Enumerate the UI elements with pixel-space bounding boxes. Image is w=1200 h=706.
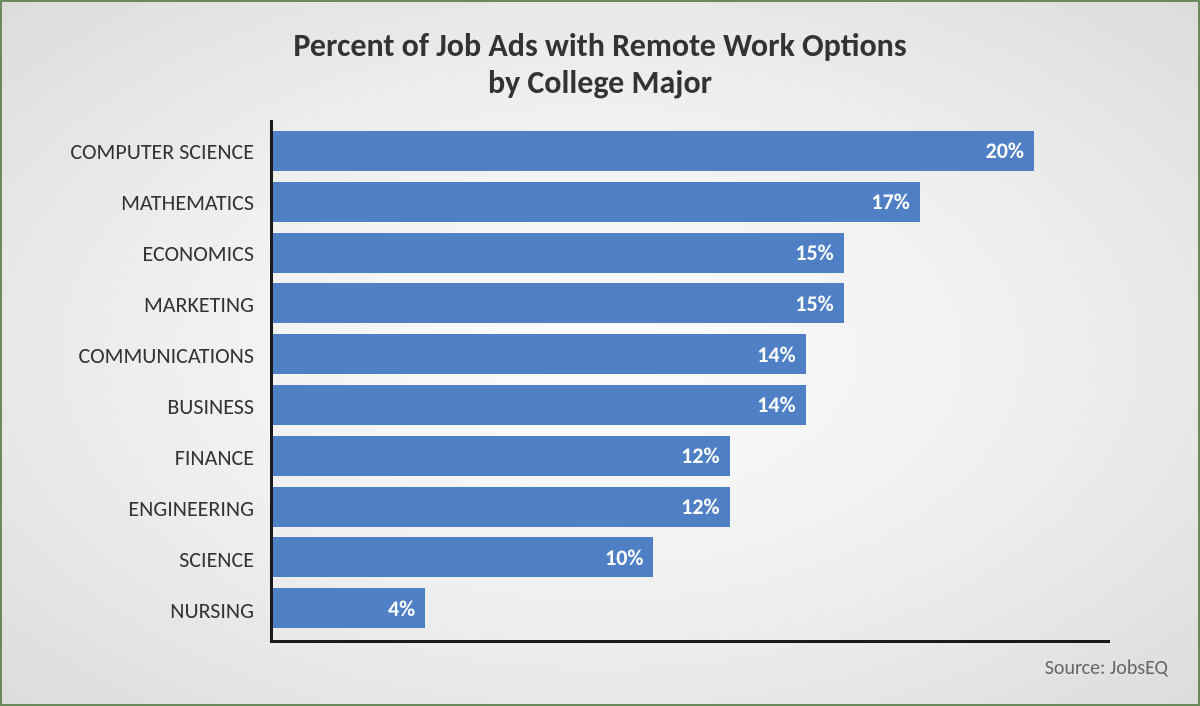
source-note: Source: JobsEQ (1045, 656, 1168, 680)
category-label: NURSING (30, 591, 262, 631)
bar: 20% (273, 131, 1034, 171)
category-label: COMMUNICATIONS (30, 336, 262, 376)
category-label: MARKETING (30, 284, 262, 324)
bar-value-label: 20% (986, 137, 1024, 164)
category-label: ECONOMICS (30, 233, 262, 273)
bar-value-label: 15% (795, 290, 833, 317)
bar: 12% (273, 436, 730, 476)
bar: 14% (273, 385, 806, 425)
bar-row: 15% (273, 283, 1110, 323)
chart-frame: Percent of Job Ads with Remote Work Opti… (0, 0, 1200, 706)
bar-value-label: 14% (757, 341, 795, 368)
bar-row: 17% (273, 182, 1110, 222)
category-label: MATHEMATICS (30, 182, 262, 222)
category-label: FINANCE (30, 438, 262, 478)
bar-row: 20% (273, 131, 1110, 171)
chart-title-line1: Percent of Job Ads with Remote Work Opti… (30, 28, 1170, 65)
category-label: BUSINESS (30, 387, 262, 427)
category-label: ENGINEERING (30, 489, 262, 529)
category-label: COMPUTER SCIENCE (30, 131, 262, 171)
bar-row: 4% (273, 588, 1110, 628)
bar: 10% (273, 537, 653, 577)
bar-row: 12% (273, 487, 1110, 527)
bar-row: 15% (273, 233, 1110, 273)
plot-area: 20% 17% 15% 15% 14% 14% 12% 12% 10% 4% (270, 120, 1110, 643)
plot-wrap: COMPUTER SCIENCE MATHEMATICS ECONOMICS M… (30, 120, 1170, 643)
bar: 15% (273, 233, 844, 273)
bar-value-label: 15% (795, 239, 833, 266)
bar: 12% (273, 487, 730, 527)
bars-container: 20% 17% 15% 15% 14% 14% 12% 12% 10% 4% (273, 120, 1110, 640)
chart-title-line2: by College Major (30, 65, 1170, 102)
bar: 14% (273, 334, 806, 374)
bar: 17% (273, 182, 920, 222)
bar-row: 10% (273, 537, 1110, 577)
bar-row: 14% (273, 334, 1110, 374)
bar-row: 12% (273, 436, 1110, 476)
bar-value-label: 12% (681, 442, 719, 469)
bar: 15% (273, 283, 844, 323)
bar-value-label: 12% (681, 493, 719, 520)
bar-value-label: 17% (871, 188, 909, 215)
bar-value-label: 10% (605, 544, 643, 571)
category-label: SCIENCE (30, 540, 262, 580)
category-labels: COMPUTER SCIENCE MATHEMATICS ECONOMICS M… (30, 120, 262, 643)
chart-title: Percent of Job Ads with Remote Work Opti… (30, 28, 1170, 102)
bar-value-label: 4% (388, 595, 415, 622)
bar-value-label: 14% (757, 391, 795, 418)
bar-row: 14% (273, 385, 1110, 425)
bar: 4% (273, 588, 425, 628)
